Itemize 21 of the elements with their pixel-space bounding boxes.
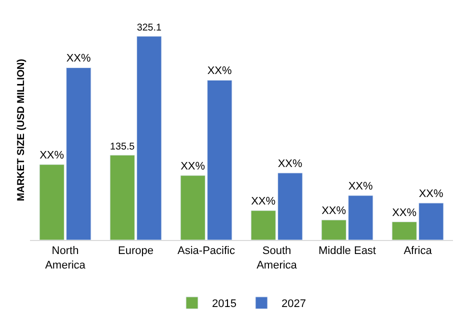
data-label: XX% [251, 196, 276, 208]
x-tick-label: Africa [404, 245, 433, 258]
x-tick-label: Asia-Pacific [178, 245, 236, 258]
x-tick-label: Middle East [318, 245, 376, 258]
x-tick-label: South America [256, 245, 298, 272]
legend-label: 2027 [281, 298, 306, 310]
legend-label: 2015 [212, 298, 236, 310]
data-label: 135.5 [110, 141, 136, 152]
data-label: XX% [180, 160, 206, 172]
data-label: XX% [40, 150, 64, 162]
data-label: XX% [392, 206, 417, 219]
data-label: XX% [418, 188, 444, 200]
x-tick-label: North America [45, 245, 86, 272]
data-label: XX% [207, 65, 232, 78]
data-label: XX% [278, 158, 302, 170]
data-label: XX% [66, 52, 91, 65]
data-label: 325.1 [136, 22, 162, 34]
data-label: XX% [322, 204, 346, 217]
data-label: XX% [348, 180, 373, 193]
x-tick-label: Europe [118, 245, 154, 258]
y-axis-title: MARKET SIZE (USD MILLION) [16, 58, 27, 202]
